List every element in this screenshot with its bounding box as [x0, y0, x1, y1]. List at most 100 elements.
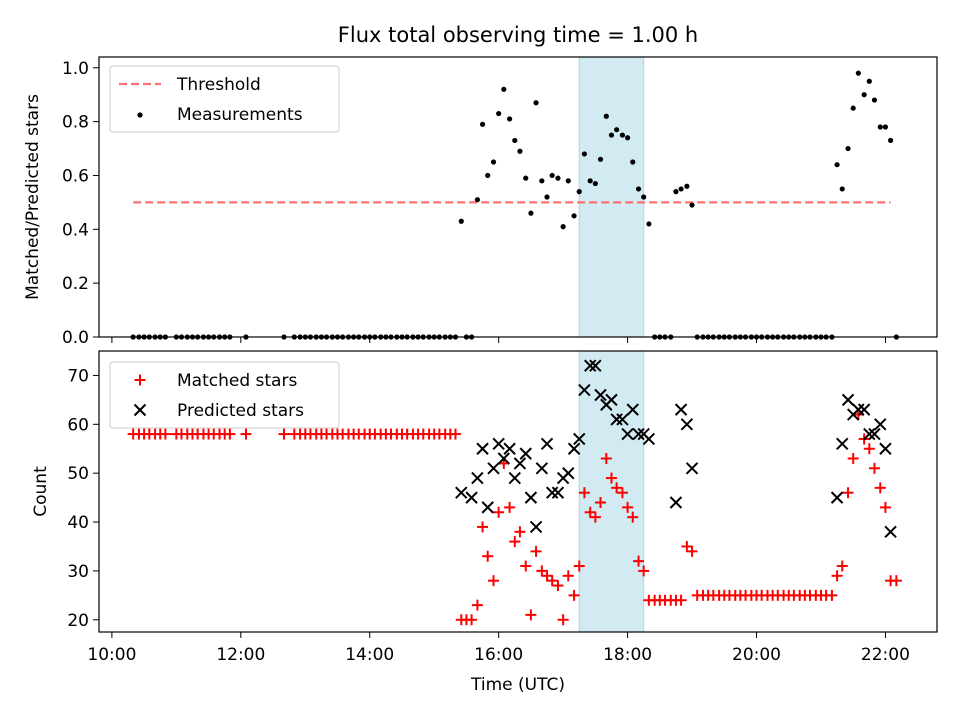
legend-predicted-swatch [133, 403, 147, 417]
measurement-point [630, 159, 636, 165]
predicted-star-point [578, 383, 591, 397]
measurement-point [523, 175, 529, 181]
predicted-star-point [540, 437, 554, 451]
predicted-star-point [621, 427, 634, 441]
predicted-star-point [868, 427, 881, 441]
matched-star-point [826, 589, 838, 601]
matched-star-point [868, 462, 880, 474]
count-x-tick-label: 18:00 [603, 645, 652, 665]
measurement-point [635, 186, 642, 192]
ratio-y-tick-label: 0.0 [62, 328, 89, 348]
matched-star-point [520, 560, 532, 572]
measurement-point [641, 194, 647, 200]
matched-star-point [600, 453, 612, 465]
figure-title: Flux total observing time = 1.00 h [338, 23, 698, 47]
matched-star-point [482, 550, 494, 562]
measurement-point [490, 159, 497, 165]
measurement-point [861, 92, 867, 98]
measurement-point [533, 100, 539, 106]
matched-star-point [675, 594, 687, 606]
predicted-star-point [551, 486, 565, 499]
measurement-point [485, 172, 491, 179]
predicted-star-point [471, 471, 484, 485]
count-y-tick-label: 50 [67, 464, 89, 484]
matched-star-point [584, 506, 596, 518]
measurement-point [887, 137, 894, 144]
predicted-star-point [879, 442, 892, 455]
matched-star-point [552, 580, 564, 592]
count-y-tick-label: 60 [67, 415, 89, 435]
measurement-point [603, 113, 609, 119]
matched-star-point [525, 609, 537, 621]
matched-star-point [541, 570, 553, 582]
predicted-star-point [674, 403, 688, 416]
measurement-point [850, 105, 856, 111]
ratio-legend: Threshold Measurements [109, 65, 340, 133]
predicted-star-point [545, 486, 559, 499]
matched-star-points [127, 409, 902, 626]
count-y-tick-label: 40 [67, 513, 89, 533]
matched-star-point [681, 540, 693, 552]
predicted-star-point [616, 413, 629, 426]
matched-star-point [633, 555, 645, 567]
measurement-point [512, 137, 518, 144]
matched-star-point [488, 575, 500, 587]
matched-star-point [530, 545, 542, 557]
predicted-star-point [884, 525, 897, 539]
predicted-star-point [680, 418, 694, 431]
count-panel: 20 30 40 50 60 70 10:00 12:00 14:00 16:00 18:00 20… [31, 350, 938, 695]
measurement-point [597, 156, 604, 162]
measurement-point [624, 135, 631, 141]
ratio-axes-frame [98, 56, 938, 338]
matched-star-point [831, 570, 843, 582]
ratio-legend-box [109, 65, 340, 133]
count-x-ticks: 10:00 12:00 14:00 16:00 18:00 20:00 22:00 [87, 632, 910, 665]
predicted-star-point [492, 437, 505, 451]
measurement-point [576, 189, 582, 195]
measurement-point [614, 127, 620, 133]
count-y-tick-label: 30 [67, 562, 89, 582]
ratio-y-tick-label: 0.8 [62, 113, 89, 133]
predicted-star-point [583, 359, 597, 372]
count-x-tick-label: 14:00 [345, 645, 394, 665]
measurement-point [517, 148, 523, 154]
predicted-star-point [857, 403, 871, 416]
measurement-point [877, 124, 883, 130]
measurement-point [689, 202, 695, 208]
count-x-tick-label: 20:00 [732, 645, 781, 665]
predicted-star-point [852, 403, 865, 416]
ratio-x-tick-marks [111, 337, 886, 343]
matched-star-point [557, 614, 569, 626]
matched-star-point [638, 565, 650, 577]
measurement-point [619, 132, 626, 138]
legend-measurements-label: Measurements [177, 105, 303, 125]
matched-star-point [278, 428, 290, 440]
matched-star-point [890, 575, 902, 587]
predicted-star-point [610, 413, 623, 426]
observation-window-top [578, 56, 645, 338]
matched-star-point [686, 545, 698, 557]
matched-star-point [622, 501, 634, 513]
matched-star-point [562, 570, 574, 582]
predicted-star-point [594, 388, 607, 402]
predicted-star-point [513, 457, 527, 470]
matched-star-point [578, 487, 590, 499]
measurement-point [528, 210, 534, 216]
measurement-point [479, 121, 486, 127]
measurement-point [673, 189, 679, 195]
measurement-point [871, 97, 878, 103]
matched-star-point [477, 521, 489, 533]
ratio-y-tick-label: 1.0 [62, 59, 89, 79]
legend-matched-swatch [134, 374, 146, 386]
measurement-point [587, 178, 593, 184]
measurement-point [581, 151, 587, 157]
predicted-star-point [863, 427, 876, 441]
predicted-star-point [685, 462, 699, 475]
matched-star-point [627, 511, 639, 523]
predicted-star-point [589, 359, 602, 372]
measurement-point [555, 175, 561, 181]
measurement-point [684, 183, 690, 189]
matched-star-point [536, 565, 548, 577]
measurement-point [474, 197, 480, 203]
